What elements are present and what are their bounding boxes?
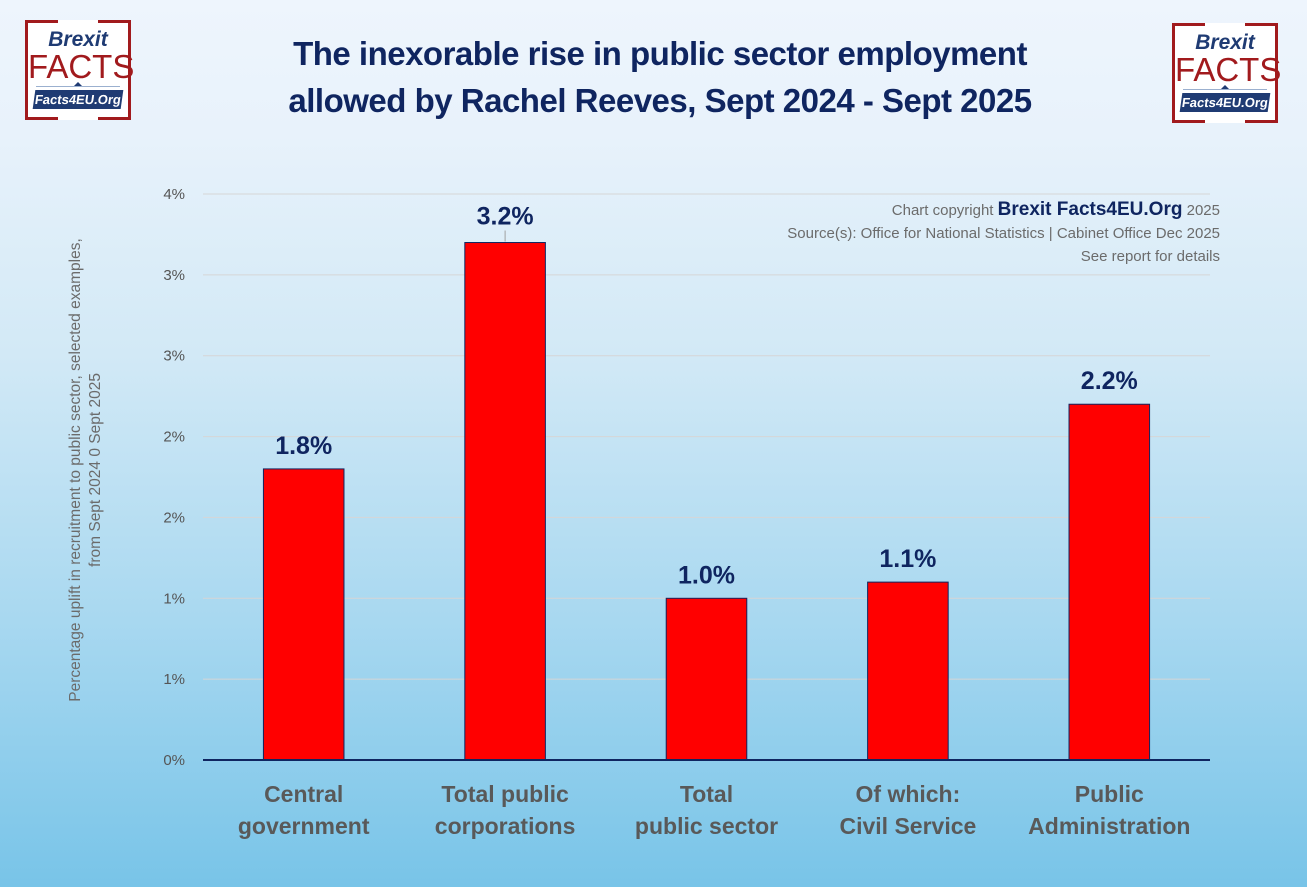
y-tick-label: 1% [163,590,185,607]
y-tick-label: 1% [163,671,185,688]
y-tick-label: 2% [163,509,185,526]
x-category-label: Civil Service [839,813,976,839]
data-label: 1.0% [678,561,735,589]
data-label: 3.2% [477,203,534,231]
chart-title: The inexorable rise in public sector emp… [200,30,1120,124]
y-tick-label: 0% [163,752,185,769]
chart-title-line-2: allowed by Rachel Reeves, Sept 2024 - Se… [288,82,1032,119]
chart-title-line-1: The inexorable rise in public sector emp… [293,35,1027,72]
note-line: See report for details [1080,248,1220,265]
copyright-brand: Brexit Facts4EU.Org [997,199,1183,220]
brexit-facts-logo-left: Brexit FACTS Facts4EU.Org [25,20,135,120]
x-category-label: government [238,813,370,839]
data-label: 2.2% [1081,367,1138,395]
data-label: 1.8% [275,432,332,460]
x-category-label: Total [680,781,733,807]
logo-brexit-text: Brexit [1195,31,1255,54]
logo-facts-text: FACTS [28,48,135,85]
x-category-label: Central [264,781,343,807]
data-label: 1.1% [879,545,936,573]
logo-divider [36,82,120,87]
y-tick-label: 3% [163,348,185,365]
logo-facts-text: FACTS [1175,51,1282,88]
x-category-label: Administration [1028,813,1190,839]
bar [665,597,748,761]
source-line: Source(s): Office for National Statistic… [787,225,1220,242]
y-tick-label: 4% [163,186,185,203]
chart-credits: Chart copyright Brexit Facts4EU.Org 2025… [787,198,1220,268]
y-tick-label: 2% [163,429,185,446]
logo-brexit-text: Brexit [48,28,108,51]
copyright-prefix: Chart copyright [891,202,994,219]
copyright-line: Chart copyright Brexit Facts4EU.Org 2025 [787,198,1220,222]
logo-divider [1183,85,1267,90]
brexit-facts-logo-right: Brexit FACTS Facts4EU.Org [1172,23,1282,123]
copyright-year: 2025 [1186,202,1220,219]
x-category-label: Of which: [856,781,961,807]
bar [867,581,949,761]
x-category-label: public sector [635,813,778,839]
x-category-label: Total public [441,781,569,807]
bar [262,468,345,761]
x-category-label: Public [1075,781,1144,807]
y-tick-label: 3% [163,267,185,284]
bar [1068,403,1151,761]
bar [464,242,546,761]
x-category-label: corporations [435,813,576,839]
